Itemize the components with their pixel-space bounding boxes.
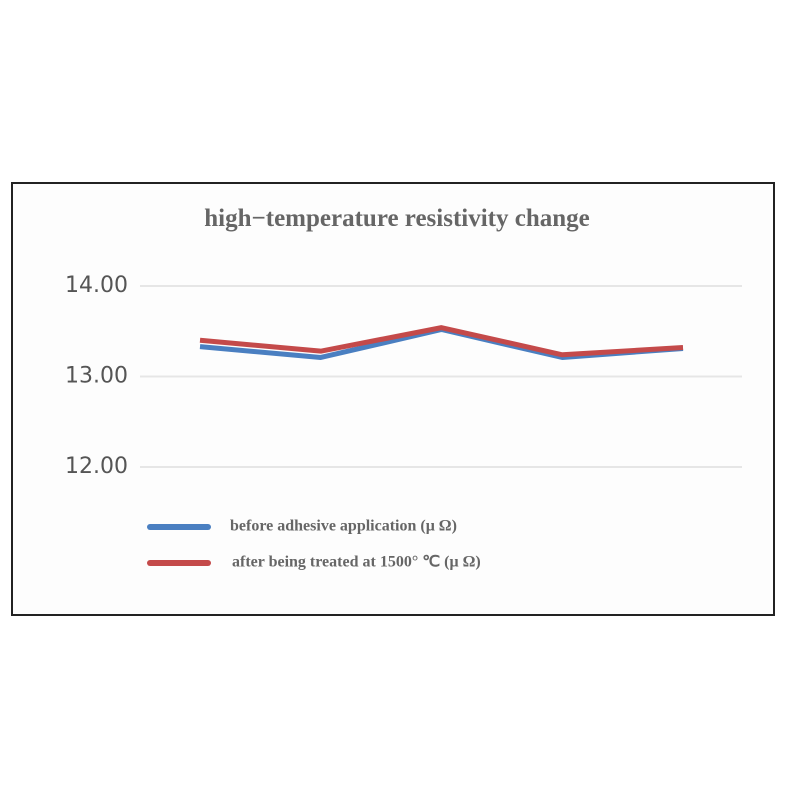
y-tick-label: 12.00 — [65, 454, 128, 479]
legend-label: after being treated at 1500° ℃ (μ Ω) — [232, 554, 481, 571]
y-tick-label: 13.00 — [65, 364, 128, 389]
y-tick-label: 14.00 — [65, 273, 128, 298]
chart-frame — [11, 182, 775, 616]
series-line — [199, 325, 684, 358]
chart-title: high−temperature resistivity change — [204, 205, 590, 232]
legend-label: before adhesive application (μ Ω) — [230, 518, 457, 535]
